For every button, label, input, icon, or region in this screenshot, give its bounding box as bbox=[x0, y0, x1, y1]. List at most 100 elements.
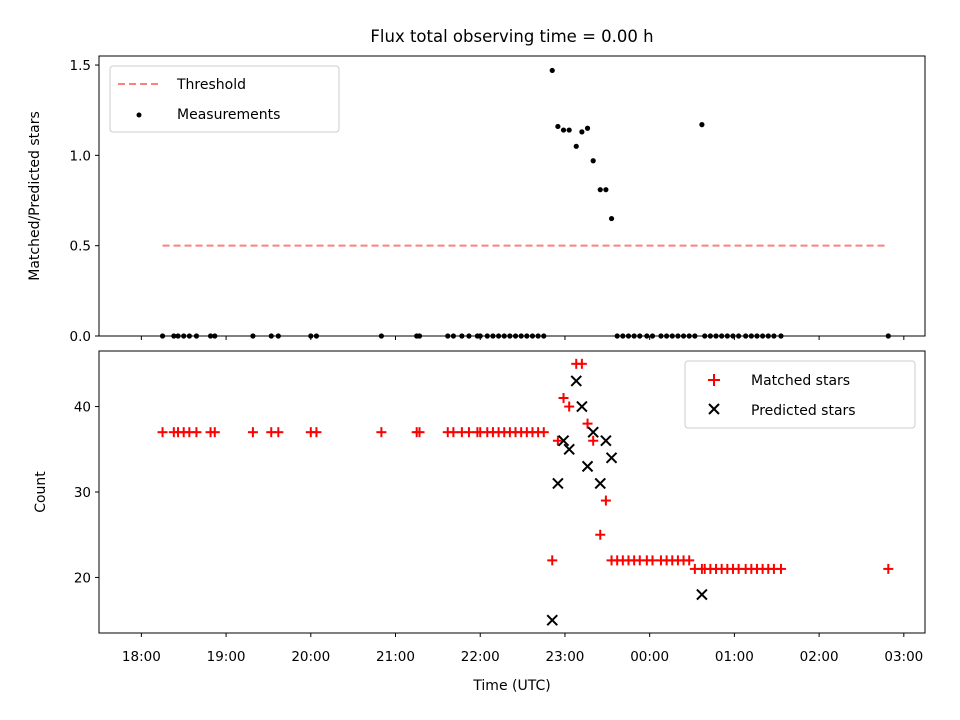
x-tick-label: 22:00 bbox=[461, 649, 500, 665]
x-tick-label: 18:00 bbox=[122, 649, 161, 665]
measurement-point bbox=[549, 67, 555, 74]
measurement-point bbox=[730, 333, 736, 339]
measurement-point bbox=[484, 333, 490, 339]
measurement-point bbox=[771, 333, 777, 339]
matched-star-point bbox=[595, 529, 606, 540]
matched-star-point bbox=[684, 555, 695, 566]
measurement-point bbox=[724, 333, 730, 339]
top-legend: Threshold Measurements bbox=[109, 65, 340, 133]
measurement-point bbox=[518, 333, 524, 339]
x-tick-label: 02:00 bbox=[800, 649, 839, 665]
top-y-tick-label: 1.5 bbox=[70, 58, 91, 74]
measurement-point bbox=[171, 333, 177, 339]
matched-star-point bbox=[547, 555, 558, 566]
measurement-point bbox=[649, 333, 656, 339]
measurement-point bbox=[181, 333, 187, 339]
matched-star-point bbox=[582, 418, 593, 429]
measurement-point bbox=[159, 333, 166, 339]
bottom-y-tick-label: 20 bbox=[74, 570, 91, 586]
measurement-point bbox=[603, 187, 609, 193]
x-tick-label: 01:00 bbox=[715, 649, 754, 665]
measurement-point bbox=[885, 333, 891, 339]
measurement-point bbox=[250, 333, 256, 339]
bottom-y-ticks: 20 30 40 bbox=[74, 400, 99, 586]
measurement-point bbox=[579, 129, 585, 135]
top-chart-title: Flux total observing time = 0.00 h bbox=[370, 27, 653, 46]
measurement-point bbox=[535, 333, 541, 339]
measurement-point bbox=[495, 333, 502, 339]
top-y-tick-label: 0.0 bbox=[70, 329, 91, 345]
measurement-point bbox=[268, 333, 274, 339]
measurement-point bbox=[207, 333, 214, 339]
matched-star-point bbox=[576, 358, 587, 369]
matched-star-point bbox=[209, 427, 220, 438]
bottom-y-tick-label: 30 bbox=[74, 485, 91, 501]
measurements-legend-marker bbox=[136, 112, 142, 118]
matched-star-point bbox=[600, 495, 611, 506]
top-legend-box bbox=[109, 65, 340, 133]
measurement-point bbox=[450, 333, 457, 339]
measurement-point bbox=[778, 333, 784, 339]
measurement-point bbox=[490, 333, 496, 339]
predicted-star-point bbox=[546, 614, 558, 626]
measurement-point bbox=[644, 333, 650, 339]
measurement-point bbox=[541, 333, 547, 339]
x-tick-label: 00:00 bbox=[630, 649, 669, 665]
measurement-point bbox=[308, 333, 314, 339]
bottom-panel: Count Time (UTC) 20 30 40 18:00 19:00 20:00 2… bbox=[33, 350, 926, 694]
measurement-point bbox=[664, 333, 670, 339]
measurement-point bbox=[743, 333, 749, 339]
matched-star-point bbox=[157, 427, 168, 438]
matched-legend-label: Matched stars bbox=[751, 373, 850, 389]
top-series bbox=[159, 67, 891, 339]
measurement-point bbox=[597, 187, 603, 193]
matched-star-point bbox=[191, 427, 202, 438]
measurements-legend-label: Measurements bbox=[177, 107, 280, 123]
measurement-point bbox=[445, 333, 451, 339]
measurement-point bbox=[584, 125, 591, 131]
measurement-point bbox=[680, 333, 687, 339]
predicted-star-point bbox=[594, 477, 606, 490]
matched-star-point bbox=[564, 401, 575, 412]
measurement-point bbox=[608, 215, 615, 222]
matched-legend-marker bbox=[708, 374, 720, 386]
measurement-point bbox=[555, 123, 561, 130]
bottom-legend: Matched stars Predicted stars bbox=[684, 360, 916, 429]
bottom-series bbox=[157, 358, 894, 626]
measurement-point bbox=[524, 333, 530, 339]
measurement-point bbox=[560, 127, 567, 133]
measurement-point bbox=[620, 333, 626, 339]
measurement-point bbox=[658, 333, 664, 339]
top-x-ticks bbox=[140, 336, 905, 340]
matched-star-point bbox=[463, 427, 474, 438]
top-y-tick-label: 0.5 bbox=[70, 239, 91, 255]
predicted-star-point bbox=[570, 375, 582, 387]
measurement-point bbox=[702, 333, 708, 339]
top-y-axis-label: Matched/Predicted stars bbox=[27, 111, 43, 281]
matched-star-point bbox=[273, 427, 284, 438]
measurement-point bbox=[748, 333, 754, 339]
measurement-point bbox=[378, 333, 384, 339]
measurement-point bbox=[692, 333, 698, 339]
top-panel: Matched/Predicted stars 0.0 0.5 1.0 1.5 Thr… bbox=[27, 55, 926, 345]
measurement-point bbox=[614, 333, 620, 339]
measurement-point bbox=[686, 333, 692, 339]
predicted-star-point bbox=[587, 426, 599, 438]
predicted-star-point bbox=[576, 400, 588, 413]
measurement-point bbox=[459, 333, 465, 339]
measurement-point bbox=[736, 333, 742, 339]
measurement-point bbox=[631, 333, 637, 339]
measurement-point bbox=[707, 333, 713, 339]
measurement-point bbox=[566, 127, 572, 133]
matched-star-point bbox=[775, 563, 786, 574]
measurement-point bbox=[719, 333, 725, 339]
matched-star-point bbox=[414, 427, 425, 438]
measurement-point bbox=[501, 333, 507, 339]
matched-star-point bbox=[538, 427, 549, 438]
bottom-legend-box bbox=[684, 360, 916, 429]
measurement-point bbox=[477, 333, 483, 339]
predicted-star-point bbox=[557, 435, 570, 447]
x-tick-label: 03:00 bbox=[884, 649, 923, 665]
measurement-point bbox=[212, 333, 218, 339]
predicted-star-point bbox=[563, 443, 575, 455]
